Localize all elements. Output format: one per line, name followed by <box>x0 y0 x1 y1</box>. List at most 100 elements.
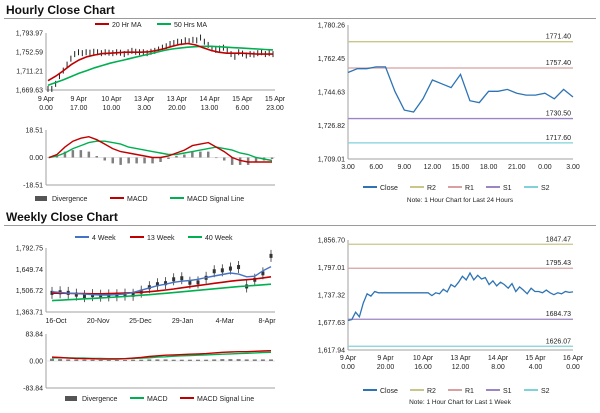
hourly-price-x-tick: 15 Apr 6.00 <box>232 96 253 112</box>
weekly-candle-body <box>131 292 135 297</box>
hourly-divergence-bar <box>143 157 146 164</box>
weekly-divergence-bar <box>66 359 71 361</box>
hourly-price-x-tick: 9 Apr 17.00 <box>70 96 88 112</box>
hourly-divergence-bar <box>127 157 130 164</box>
hourly-level-s1-label: 1730.50 <box>546 111 571 118</box>
hourly-close-x-tick: 9.00 <box>397 164 411 171</box>
hourly-price-legend-label-0: 20 Hr MA <box>112 22 142 29</box>
hourly-divergence-bar <box>71 150 75 158</box>
weekly-macd-legend-label-1: MACD <box>147 396 168 403</box>
weekly-divergence-bar <box>252 359 257 361</box>
hourly-price-x-tick: 13 Apr 20.00 <box>167 96 188 112</box>
hourly-divergence-bar <box>191 151 194 158</box>
hourly-close-x-tick: 3.00 <box>341 164 355 171</box>
weekly-divergence-bar <box>50 358 54 361</box>
weekly-divergence-bar <box>269 359 273 361</box>
weekly-price-y-tick: 1,363.71 <box>16 310 43 317</box>
hourly-divergence-bar <box>199 151 202 158</box>
hourly-close-legend-label-1: R2 <box>427 185 436 192</box>
hourly-macd-y-tick: -18.51 <box>23 183 43 190</box>
hourly-divergence-bar <box>47 157 51 159</box>
weekly-divergence-bar <box>98 360 103 361</box>
hourly-close-legend-label-4: S2 <box>541 185 550 192</box>
hourly-price-y-tick: 1,711.21 <box>16 69 43 76</box>
hourly-close-y-tick: 1,744.63 <box>318 90 345 97</box>
hourly-divergence-bar <box>119 157 122 165</box>
hourly-macd-legend-label-2: MACD Signal Line <box>187 196 244 203</box>
hourly-divergence-bar <box>215 157 218 159</box>
weekly-close-x-tick: 10 Apr 16.00 <box>413 355 434 371</box>
weekly-close-x-tick: 15 Apr 4.00 <box>525 355 546 371</box>
weekly-close-x-tick: 9 Apr 0.00 <box>340 355 357 371</box>
weekly-divergence-bar <box>163 359 168 361</box>
weekly-close-x-tick: 14 Apr 8.00 <box>488 355 509 371</box>
hourly-divergence-bar <box>55 156 59 158</box>
weekly-candle-body <box>261 271 265 276</box>
weekly-close-y-tick: 1,677.63 <box>318 320 345 327</box>
hourly-macd-signal-line <box>48 140 273 162</box>
weekly-macd-legend-label-2: MACD Signal Line <box>197 396 254 403</box>
weekly-price-x-tick: 20-Nov <box>87 318 110 325</box>
weekly-candle-body <box>155 282 159 287</box>
hourly-close-x-tick: 3.00 <box>566 164 580 171</box>
weekly-candle-body <box>220 268 224 273</box>
hourly-level-r1-label: 1757.40 <box>546 60 571 67</box>
weekly-divergence-bar <box>131 359 136 361</box>
hourly-close-y-tick: 1,762.45 <box>318 56 345 63</box>
weekly-divergence-bar <box>204 359 209 361</box>
weekly-close-y-tick: 1,856.70 <box>318 238 345 245</box>
hourly-price-x-tick: 9 Apr 0.00 <box>38 96 55 112</box>
hourly-divergence-bar <box>254 157 258 162</box>
weekly-price-legend-label-2: 40 Week <box>205 235 233 242</box>
hourly-level-r2-label: 1771.40 <box>546 34 571 41</box>
hourly-macd-y-tick: 0.00 <box>29 155 43 162</box>
hourly-divergence-bar <box>246 157 250 165</box>
weekly-divergence-bar <box>187 359 192 361</box>
weekly-4wk-ma-line <box>51 265 272 296</box>
weekly-divergence-bar <box>171 359 176 361</box>
weekly-price-legend-label-1: 13 Week <box>147 235 175 242</box>
hourly-price-x-tick: 15 Apr 23.00 <box>265 96 286 112</box>
hourly-divergence-bar <box>159 157 162 162</box>
weekly-close-legend-label-3: S1 <box>503 388 512 395</box>
weekly-close-legend-label-0: Close <box>380 388 398 395</box>
hourly-price-x-tick: 13 Apr 3.00 <box>134 96 155 112</box>
hourly-divergence-bar <box>95 156 98 158</box>
hourly-divergence-bar <box>230 157 234 165</box>
hourly-level-s2-label: 1717.60 <box>546 135 571 142</box>
weekly-close-note: Note: 1 Hour Chart for Last 1 Week <box>409 399 512 406</box>
hourly-20hr-ma-line <box>47 42 273 82</box>
hourly-close-line <box>347 66 574 113</box>
weekly-candle-body <box>164 281 168 286</box>
weekly-price-x-tick: 4-Mar <box>216 318 235 325</box>
hourly-close-legend-label-3: S1 <box>503 185 512 192</box>
weekly-macd-legend-label-0: Divergence <box>82 396 118 403</box>
weekly-40wk-ma-line <box>51 283 272 302</box>
weekly-divergence-bar <box>212 359 217 361</box>
weekly-candle-body <box>188 280 192 285</box>
weekly-section-title: Weekly Close Chart <box>6 210 118 224</box>
weekly-macd-y-tick: -83.84 <box>23 386 43 393</box>
hourly-divergence-bar <box>183 154 186 158</box>
weekly-candle-body <box>196 280 200 285</box>
hourly-price-y-tick: 1,669.63 <box>16 88 43 95</box>
weekly-price-x-tick: 29-Jan <box>172 318 194 325</box>
weekly-close-x-tick: 13 Apr 12.00 <box>450 355 471 371</box>
weekly-macd-legend-swatch-0 <box>65 396 77 401</box>
hourly-close-y-tick: 1,780.26 <box>318 23 345 30</box>
hourly-price-legend-label-1: 50 Hrs MA <box>174 22 207 29</box>
hourly-divergence-bar <box>270 157 274 159</box>
weekly-candle-body <box>237 265 241 270</box>
hourly-close-x-tick: 21.00 <box>508 164 526 171</box>
weekly-divergence-bar <box>139 359 144 361</box>
hourly-divergence-bar <box>223 157 226 161</box>
hourly-price-x-tick: 14 Apr 13.00 <box>199 96 220 112</box>
weekly-macd-line <box>51 350 272 360</box>
hourly-title-divider <box>4 18 596 19</box>
weekly-candle-body <box>228 266 232 271</box>
weekly-divergence-bar <box>228 359 233 361</box>
hourly-close-x-tick: 6.00 <box>369 164 383 171</box>
weekly-level-r1-label: 1795.43 <box>546 260 571 267</box>
hourly-divergence-bar <box>79 150 83 158</box>
